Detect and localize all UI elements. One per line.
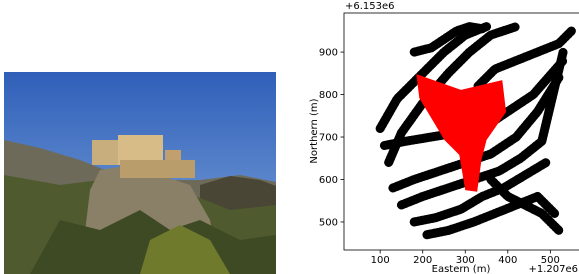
y-tick-label: 600 bbox=[319, 175, 338, 186]
page: +6.153e6 +1.207e6 Eastern (m) Northern (… bbox=[0, 0, 579, 274]
x-tick-label: 400 bbox=[498, 255, 517, 266]
y-tick-label: 500 bbox=[319, 217, 338, 228]
y-tick-label: 900 bbox=[319, 48, 338, 59]
y-tick-label: 700 bbox=[319, 133, 338, 144]
y-tick-label: 800 bbox=[319, 90, 338, 101]
x-tick-label: 300 bbox=[456, 255, 475, 266]
y-axis-label: Northern (m) bbox=[309, 98, 320, 163]
photo bbox=[4, 72, 276, 274]
plot-area bbox=[380, 27, 571, 235]
x-tick-label: 100 bbox=[371, 255, 390, 266]
x-tick-label: 500 bbox=[541, 255, 560, 266]
y-offset-label: +6.153e6 bbox=[345, 1, 395, 12]
figure: +6.153e6 +1.207e6 Eastern (m) Northern (… bbox=[0, 0, 579, 274]
x-tick-label: 200 bbox=[413, 255, 432, 266]
